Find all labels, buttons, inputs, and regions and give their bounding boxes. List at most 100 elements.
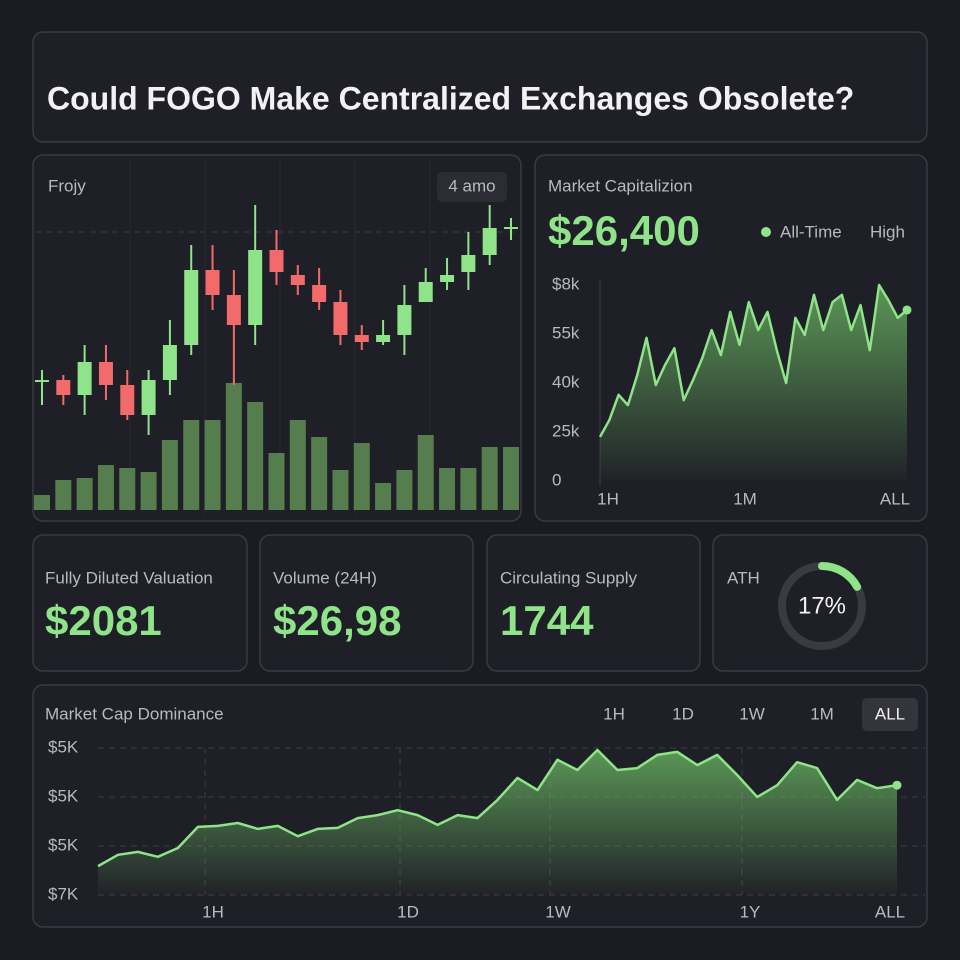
gauge-label: 17%	[798, 592, 846, 619]
legend-entry: High	[870, 222, 905, 241]
area	[98, 750, 897, 895]
volume-bar	[161, 440, 178, 510]
candle-body	[77, 362, 92, 395]
x-tick-label: ALL	[880, 489, 910, 508]
candle-body	[35, 380, 49, 382]
range-button[interactable]: ALL	[875, 704, 905, 723]
volume-bar	[332, 470, 349, 510]
y-tick-label: $5K	[48, 835, 79, 854]
card-value: $2081	[45, 597, 162, 644]
line	[97, 748, 898, 868]
y-tick-label: $5K	[48, 786, 79, 805]
candle-body	[269, 250, 284, 272]
card-label: Circulating Supply	[500, 568, 638, 587]
x-tick-label: ALL	[875, 902, 905, 921]
x-tick-label: 1W	[545, 902, 571, 921]
volume-bar	[76, 478, 93, 510]
volume-bar	[417, 435, 434, 510]
y-tick-label: 55k	[552, 323, 580, 342]
candle-body	[290, 275, 305, 285]
candle-body	[482, 228, 497, 255]
y-tick-label: 40k	[552, 372, 580, 391]
candle-body	[354, 335, 369, 342]
card-label: Fully Diluted Valuation	[45, 568, 213, 587]
card-label: ATH	[727, 568, 760, 587]
volume-bar	[34, 495, 50, 510]
volume-bar	[353, 443, 370, 510]
volume-bar	[375, 483, 392, 510]
chart-title: Frojy	[48, 176, 86, 195]
volume-bar	[119, 468, 136, 510]
line	[598, 283, 908, 438]
x-tick-label: 1H	[202, 902, 224, 921]
volume-bar	[55, 480, 72, 510]
page-title: Could FOGO Make Centralized Exchanges Ob…	[47, 80, 854, 116]
range-button[interactable]: 1D	[672, 704, 694, 723]
y-tick-label: 0	[552, 470, 561, 489]
chart-title: Market Capitalizion	[548, 176, 693, 195]
candle-body	[141, 380, 156, 415]
candle-body	[418, 282, 433, 302]
candle-body	[312, 285, 327, 302]
card-value: 1744	[500, 597, 594, 644]
title-panel	[32, 31, 928, 143]
candle-body	[184, 270, 199, 345]
range-button[interactable]: 1W	[739, 704, 765, 723]
card-value: $26,98	[273, 597, 401, 644]
end-dot	[892, 780, 902, 790]
x-tick-label: 1M	[733, 489, 757, 508]
volume-bar	[503, 447, 519, 510]
range-button-bg	[862, 698, 918, 731]
volume-bar	[268, 453, 285, 510]
range-button[interactable]: 1H	[603, 704, 625, 723]
volume-bar	[140, 472, 157, 510]
card	[32, 534, 248, 672]
volume-bar	[247, 402, 264, 510]
range-button[interactable]: 1M	[810, 704, 834, 723]
candle-body	[376, 335, 391, 342]
candle-body	[56, 380, 71, 395]
card	[259, 534, 474, 672]
x-tick-label: 1D	[397, 902, 419, 921]
volume-bar	[97, 465, 114, 510]
y-tick-label: $7K	[48, 884, 79, 903]
card-label: Volume (24H)	[273, 568, 377, 587]
volume-bar	[225, 383, 242, 510]
y-tick-label: $8k	[552, 274, 580, 293]
volume-bar	[289, 420, 306, 510]
candle-panel	[32, 154, 522, 522]
chart-title: Market Cap Dominance	[45, 704, 224, 723]
volume-bar	[396, 470, 413, 510]
volume-bar	[204, 420, 221, 510]
candle-body	[397, 305, 412, 335]
candle-body	[333, 302, 348, 335]
headline: $26,400	[548, 207, 700, 254]
candle-body	[440, 275, 455, 282]
y-tick-label: $5K	[48, 737, 79, 756]
volume-bar	[481, 447, 498, 510]
badge: 4 amo	[448, 176, 495, 195]
candle-body	[226, 295, 241, 325]
gauge-arc	[778, 562, 866, 650]
badge-bg	[437, 172, 507, 202]
y-tick-label: 25k	[552, 421, 580, 440]
end-dot	[902, 305, 912, 315]
legend-dot	[761, 227, 771, 237]
candle-body	[162, 345, 177, 380]
candle-body	[461, 255, 476, 272]
candle-body	[120, 385, 135, 415]
volume-bar	[183, 420, 200, 510]
candle-body	[205, 270, 220, 295]
volume-bar	[311, 437, 328, 510]
area	[600, 285, 907, 481]
x-tick-label: 1Y	[740, 902, 761, 921]
candle-body	[98, 362, 113, 385]
legend-entry: All-Time	[780, 222, 842, 241]
volume-bar	[439, 468, 456, 510]
volume-bar	[460, 468, 477, 510]
candle-body	[504, 227, 518, 229]
x-tick-label: 1H	[597, 489, 619, 508]
candle-body	[248, 250, 263, 325]
card	[486, 534, 701, 672]
